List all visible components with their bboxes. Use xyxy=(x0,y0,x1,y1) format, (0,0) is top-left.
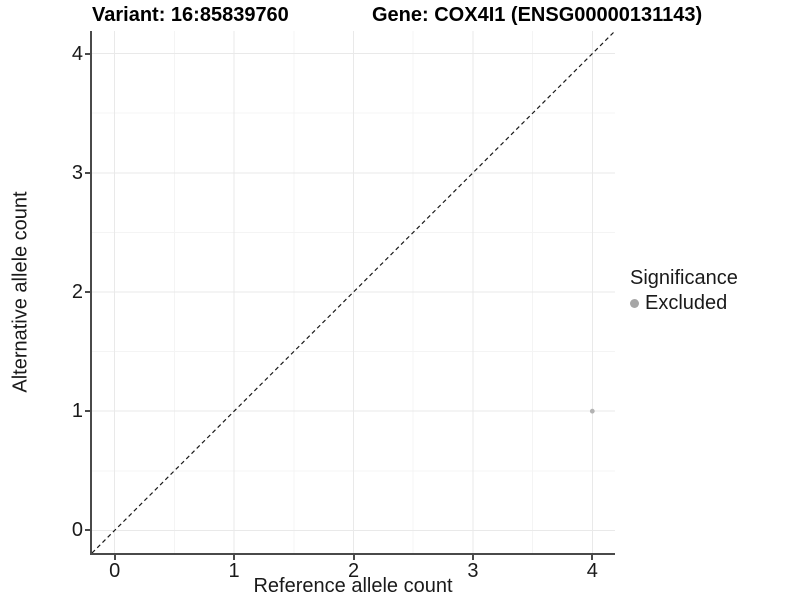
x-tick-label: 4 xyxy=(586,560,598,582)
excluded-dot-icon xyxy=(630,298,639,308)
y-tick-mark xyxy=(85,291,92,293)
y-tick-label: 2 xyxy=(71,281,83,303)
variant-title: Variant: 16:85839760 xyxy=(92,4,289,26)
y-tick-mark xyxy=(85,52,92,55)
gene-title: Gene: COX4I1 (ENSG00000131143) xyxy=(372,4,703,26)
y-tick-label: 3 xyxy=(71,161,83,184)
x-tick-mark xyxy=(113,553,116,560)
x-tick-label: 3 xyxy=(467,560,479,582)
data-point xyxy=(589,408,595,414)
x-axis-title: Reference allele count xyxy=(253,575,453,597)
x-tick-mark xyxy=(471,553,474,560)
x-tick-mark xyxy=(591,553,594,560)
x-tick-label: 2 xyxy=(347,560,360,582)
identity-dashed-line xyxy=(92,31,615,553)
x-tick-mark xyxy=(352,553,355,560)
y-tick-mark xyxy=(85,410,92,413)
y-axis-title: Alternative allele count xyxy=(9,191,32,393)
y-tick-mark xyxy=(85,171,92,174)
legend: Significance Excluded xyxy=(630,266,738,315)
y-tick-label: 0 xyxy=(71,519,83,542)
legend-item-excluded: Excluded xyxy=(630,291,738,315)
y-tick-mark xyxy=(85,529,92,532)
y-tick-label: 1 xyxy=(71,400,83,423)
x-tick-mark xyxy=(233,553,236,560)
legend-item-label: Excluded xyxy=(645,292,728,314)
legend-title: Significance xyxy=(630,267,738,289)
y-tick-label: 4 xyxy=(71,42,83,65)
chart-canvas xyxy=(92,31,615,553)
x-tick-label: 0 xyxy=(109,560,121,582)
x-tick-label: 1 xyxy=(228,560,240,582)
plot-panel xyxy=(90,31,615,555)
